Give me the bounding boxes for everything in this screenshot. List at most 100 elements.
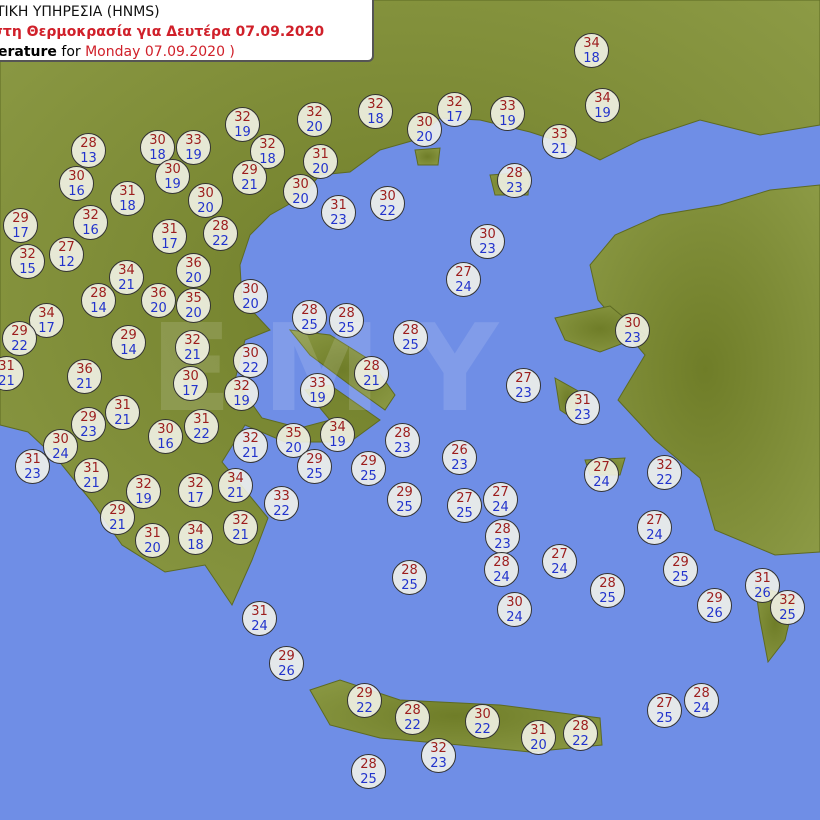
max-temp: 27 [551,547,568,562]
min-temp: 23 [80,425,97,440]
min-temp: 20 [242,297,259,312]
max-temp: 30 [479,227,496,242]
max-temp: 28 [80,136,97,151]
station-marker: 30 24 [43,429,78,464]
max-temp: 29 [11,324,28,339]
max-temp: 34 [38,306,55,321]
max-temp: 29 [278,649,295,664]
station-marker: 33 19 [176,130,211,165]
max-temp: 33 [185,133,202,148]
max-temp: 32 [259,137,276,152]
max-temp: 30 [242,346,259,361]
max-temp: 27 [456,491,473,506]
min-temp: 17 [187,491,204,506]
station-marker: 28 25 [329,303,364,338]
land-turkey [589,184,820,556]
min-temp: 23 [430,756,447,771]
max-temp: 32 [779,593,796,608]
max-temp: 31 [530,723,547,738]
station-marker: 30 17 [173,366,208,401]
station-marker: 29 21 [100,500,135,535]
min-temp: 20 [150,301,167,316]
max-temp: 28 [402,323,419,338]
station-marker: 29 22 [347,683,382,718]
max-temp: 28 [394,426,411,441]
max-temp: 31 [330,198,347,213]
min-temp: 20 [312,162,329,177]
max-temp: 30 [197,186,214,201]
max-temp: 30 [474,707,491,722]
max-temp: 27 [492,485,509,500]
station-marker: 30 24 [497,592,532,627]
station-marker: 32 21 [233,428,268,463]
min-temp: 19 [309,391,326,406]
station-marker: 31 21 [105,395,140,430]
max-temp: 32 [82,208,99,223]
min-temp: 22 [572,734,589,749]
min-temp: 21 [241,178,258,193]
min-temp: 25 [402,338,419,353]
min-temp: 21 [363,374,380,389]
max-temp: 26 [451,443,468,458]
max-temp: 31 [114,398,131,413]
station-marker: 30 23 [615,313,650,348]
max-temp: 28 [90,286,107,301]
min-temp: 18 [367,112,384,127]
station-marker: 34 19 [320,417,355,452]
station-marker: 29 26 [269,646,304,681]
min-temp: 24 [493,570,510,585]
max-temp: 30 [506,595,523,610]
station-marker: 27 25 [647,693,682,728]
max-temp: 29 [672,555,689,570]
station-marker: 27 25 [447,488,482,523]
station-marker: 32 19 [126,474,161,509]
station-marker: 28 24 [484,552,519,587]
station-marker: 31 20 [521,720,556,755]
max-temp: 28 [494,522,511,537]
station-marker: 30 20 [233,279,268,314]
station-marker: 31 18 [110,181,145,216]
min-temp: 20 [530,738,547,753]
station-marker: 29 26 [697,588,732,623]
station-marker: 36 21 [67,359,102,394]
max-temp: 28 [360,757,377,772]
max-temp: 27 [646,513,663,528]
station-marker: 34 18 [574,33,609,68]
max-temp: 29 [706,591,723,606]
station-marker: 28 23 [497,163,532,198]
min-temp: 24 [52,447,69,462]
station-marker: 30 20 [188,183,223,218]
station-marker: 28 25 [392,560,427,595]
station-marker: 33 19 [300,373,335,408]
station-marker: 33 19 [490,96,525,131]
min-temp: 22 [273,504,290,519]
min-temp: 19 [135,492,152,507]
station-marker: 28 25 [393,320,428,355]
max-temp: 31 [83,461,100,476]
max-temp: 28 [363,359,380,374]
header-line2-a: στη Θερμοκρασία για [0,24,167,40]
max-temp: 29 [120,328,137,343]
max-temp: 32 [19,247,36,262]
min-temp: 19 [233,394,250,409]
station-marker: 28 23 [485,519,520,554]
station-marker: 28 22 [395,700,430,735]
min-temp: 23 [451,458,468,473]
min-temp: 21 [118,278,135,293]
max-temp: 29 [12,211,29,226]
station-marker: 29 22 [2,321,37,356]
min-temp: 24 [492,500,509,515]
max-temp: 31 [0,359,15,374]
max-temp: 30 [157,422,174,437]
station-marker: 30 23 [470,224,505,259]
max-temp: 31 [119,184,136,199]
header-line1: ΤΙΚΗ ΥΠΗΡΕΣΙΑ (HNMS) [0,4,160,20]
max-temp: 33 [499,99,516,114]
max-temp: 28 [493,555,510,570]
station-marker: 35 20 [276,423,311,458]
min-temp: 25 [779,608,796,623]
max-temp: 36 [150,286,167,301]
min-temp: 25 [456,506,473,521]
max-temp: 28 [401,563,418,578]
station-marker: 35 20 [176,288,211,323]
